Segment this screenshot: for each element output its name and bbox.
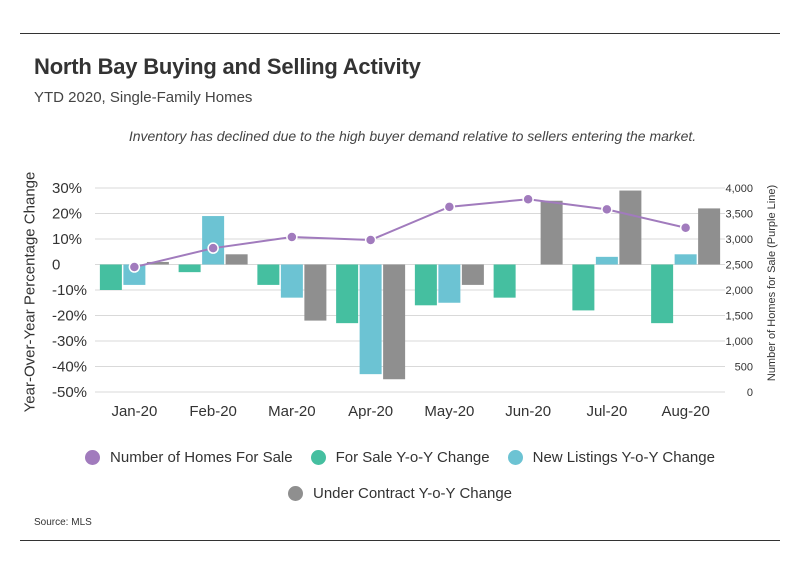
x-tick-label: May-20 — [424, 403, 474, 420]
bar-for-sale-yoy — [178, 264, 201, 273]
bar-for-sale-yoy — [336, 264, 359, 324]
y-tick-label-left: 10% — [52, 231, 82, 248]
bar-under-contract-yoy — [698, 208, 721, 265]
y-tick-label-right: 500 — [735, 362, 753, 374]
legend-label-under-contract-yoy: Under Contract Y-o-Y Change — [312, 485, 512, 502]
chart-annotation: Inventory has declined due to the high b… — [128, 128, 697, 144]
legend-swatch-new-listings-yoy — [507, 450, 523, 465]
bar-new-listings-yoy — [438, 264, 461, 303]
legend-item-homes-for-sale[interactable]: Number of Homes For Sale — [85, 449, 293, 466]
chart-title: North Bay Buying and Selling Activity — [34, 54, 421, 79]
y-tick-label-left: -30% — [52, 333, 87, 350]
y-tick-label-right: 2,000 — [725, 285, 753, 297]
legend-swatch-homes-for-sale — [85, 450, 101, 465]
y-tick-label-right: 2,500 — [725, 260, 753, 272]
legend-item-new-listings-yoy[interactable]: New Listings Y-o-Y Change — [507, 449, 715, 466]
x-tick-label: Feb-20 — [189, 403, 237, 420]
bar-for-sale-yoy — [651, 264, 674, 324]
y-tick-label-left: -50% — [52, 384, 87, 401]
y-tick-label-left: 0 — [52, 257, 60, 274]
legend-swatch-under-contract-yoy — [287, 486, 303, 501]
legend-item-for-sale-yoy[interactable]: For Sale Y-o-Y Change — [310, 449, 490, 466]
x-tick-label: Apr-20 — [348, 403, 393, 420]
line-homes-for-sale — [134, 198, 686, 269]
point-homes-for-sale — [128, 261, 141, 273]
x-tick-label: Jul-20 — [586, 403, 627, 420]
bar-under-contract-yoy — [304, 264, 327, 321]
legend-label-for-sale-yoy: For Sale Y-o-Y Change — [335, 449, 490, 466]
y-tick-label-right: 1,500 — [725, 311, 753, 323]
x-tick-label: Jun-20 — [505, 403, 551, 420]
top-rule — [20, 33, 780, 34]
point-homes-for-sale — [443, 201, 456, 213]
x-tick-label: Aug-20 — [661, 403, 709, 420]
bar-new-listings-yoy — [595, 256, 618, 265]
point-homes-for-sale — [522, 193, 534, 205]
bar-for-sale-yoy — [572, 264, 595, 311]
y-tick-label-right: 4,000 — [725, 183, 753, 195]
bar-under-contract-yoy — [540, 200, 563, 265]
bottom-rule — [20, 540, 780, 541]
y-tick-label-right: 3,000 — [725, 234, 753, 246]
point-homes-for-sale — [601, 203, 613, 216]
y-tick-label-left: -40% — [52, 359, 87, 376]
point-homes-for-sale — [207, 242, 219, 254]
chart-subtitle: YTD 2020, Single-Family Homes — [34, 89, 253, 106]
legend-item-under-contract-yoy[interactable]: Under Contract Y-o-Y Change — [287, 485, 512, 502]
bar-for-sale-yoy — [414, 264, 437, 306]
bar-new-listings-yoy — [202, 216, 225, 265]
bar-new-listings-yoy — [280, 264, 303, 298]
legend-label-homes-for-sale: Number of Homes For Sale — [110, 449, 293, 466]
bar-under-contract-yoy — [225, 254, 248, 265]
y-tick-label-left: 30% — [52, 180, 82, 197]
bar-for-sale-yoy — [99, 264, 122, 290]
bar-for-sale-yoy — [257, 264, 280, 285]
y-tick-label-left: -10% — [52, 282, 87, 299]
point-homes-for-sale — [679, 222, 692, 234]
legend-swatch-for-sale-yoy — [310, 450, 326, 465]
bar-under-contract-yoy — [619, 190, 642, 265]
x-tick-label: Mar-20 — [268, 403, 316, 420]
bar-under-contract-yoy — [461, 264, 484, 285]
bar-under-contract-yoy — [146, 261, 169, 265]
bar-for-sale-yoy — [493, 264, 516, 298]
x-tick-label: Jan-20 — [111, 403, 157, 420]
bar-under-contract-yoy — [383, 264, 406, 380]
bar-new-listings-yoy — [359, 264, 382, 375]
y-tick-label-right: 0 — [747, 387, 753, 399]
point-homes-for-sale — [364, 234, 377, 246]
y-tick-label-left: -20% — [52, 308, 87, 325]
legend-label-new-listings-yoy: New Listings Y-o-Y Change — [532, 449, 715, 466]
y-tick-label-right: 1,000 — [725, 336, 753, 348]
y-tick-label-left: 20% — [52, 206, 82, 223]
y-tick-label-right: 3,500 — [725, 209, 753, 221]
bar-new-listings-yoy — [674, 254, 697, 265]
source-note: Source: MLS — [34, 517, 92, 528]
legend-row-2: Under Contract Y-o-Y Change — [0, 485, 800, 502]
point-homes-for-sale — [286, 231, 298, 243]
chart-plot: 30% 20% 10% 0 -10% -20% -30% -40% -50% 4,000 3,500… — [52, 180, 753, 420]
bar-new-listings-yoy — [123, 264, 146, 285]
legend-row-1: Number of Homes For Sale For Sale Y-o-Y … — [0, 449, 800, 466]
